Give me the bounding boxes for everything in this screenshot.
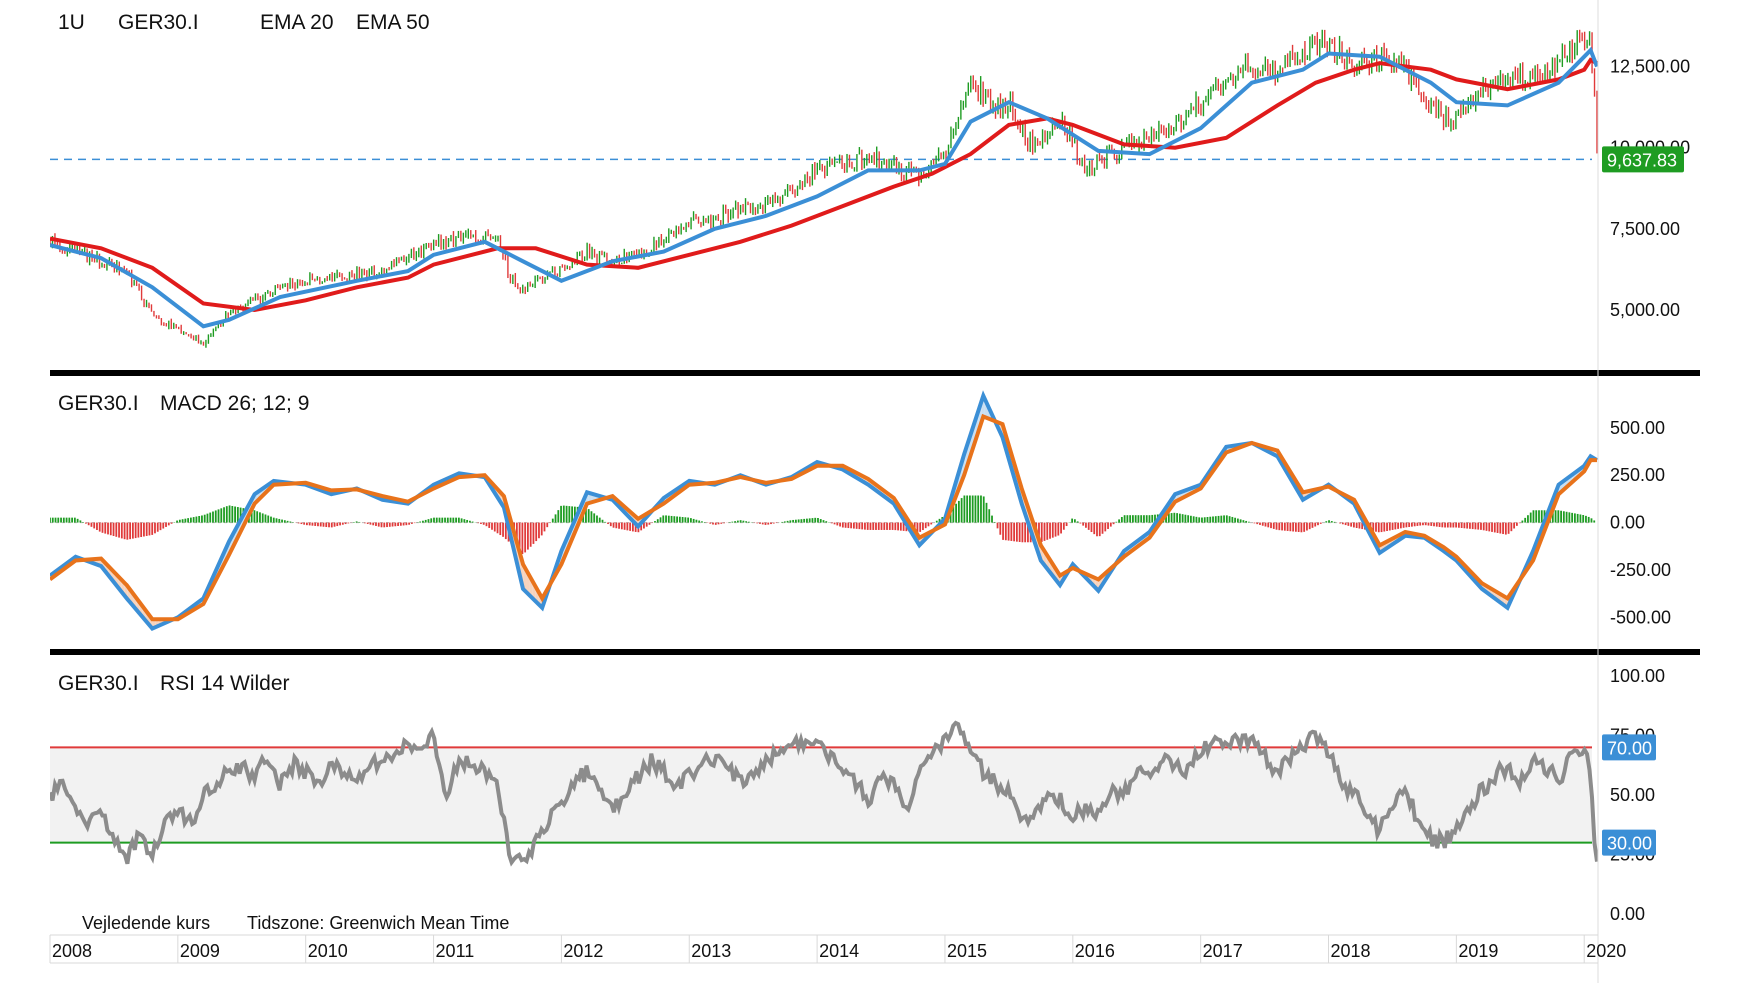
macd-histogram	[50, 495, 1596, 554]
macd-indicator-label[interactable]: MACD 26; 12; 9	[160, 392, 309, 415]
time-axis[interactable]: 2008 2009 2010 2011 2012 2013 2014 2015 2016 2017…	[49, 935, 1626, 963]
timezone-note: Tidszone: Greenwich Mean Time	[247, 913, 509, 933]
macd-y-axis: 500.00 250.00 0.00 -250.00 -500.00	[1610, 418, 1671, 627]
rsi-tick-label: 50.00	[1610, 785, 1655, 805]
macd-panel[interactable]: 500.00 250.00 0.00 -250.00 -500.00 GER30.I M…	[50, 390, 1671, 632]
time-axis-label: 2018	[1331, 941, 1371, 961]
rsi-lower-tag: 30.00	[1602, 829, 1656, 856]
rsi-symbol-label[interactable]: GER30.I	[58, 672, 139, 695]
macd-tick-label: 0.00	[1610, 513, 1645, 533]
time-axis-label: 2010	[308, 941, 348, 961]
rsi-lower-tag-box	[1602, 829, 1656, 856]
price-symbol-label[interactable]: GER30.I	[118, 11, 199, 34]
time-axis-label: 2017	[1203, 941, 1243, 961]
ema-20-line	[50, 46, 1598, 329]
timeframe-label[interactable]: 1U	[58, 11, 85, 34]
macd-signal-fill	[50, 398, 1597, 629]
time-axis-label: 2014	[819, 941, 859, 961]
time-axis-label: 2009	[180, 941, 220, 961]
time-axis-label: 2008	[52, 941, 92, 961]
rsi-lower-tag-text: 30.00	[1607, 834, 1652, 854]
rsi-indicator-label[interactable]: RSI 14 Wilder	[160, 672, 290, 695]
rsi-tick-label: 0.00	[1610, 904, 1645, 924]
macd-signal-line	[50, 413, 1597, 622]
time-axis-label: 2012	[563, 941, 603, 961]
rsi-upper-tag-text: 70.00	[1607, 738, 1652, 758]
ema-50-line	[50, 57, 1598, 313]
ema-20-legend[interactable]: EMA 20	[260, 11, 334, 34]
rsi-tick-label: 100.00	[1610, 666, 1665, 686]
macd-line	[50, 390, 1598, 632]
time-axis-label: 2013	[691, 941, 731, 961]
price-tick-label: 12,500.00	[1610, 56, 1690, 76]
time-axis-label: 2015	[947, 941, 987, 961]
price-type-note: Vejledende kurs	[82, 913, 210, 933]
price-tick-label: 5,000.00	[1610, 300, 1680, 320]
macd-tick-label: 500.00	[1610, 418, 1665, 438]
last-price-tag: 9,637.83	[1602, 146, 1684, 173]
last-price-tag-box	[1602, 146, 1684, 173]
macd-tick-label: -250.00	[1610, 560, 1671, 580]
ema-50-legend[interactable]: EMA 50	[356, 11, 430, 34]
last-price-tag-text: 9,637.83	[1607, 150, 1677, 170]
price-candles	[50, 29, 1598, 348]
rsi-line	[50, 720, 1598, 867]
macd-tick-label: 250.00	[1610, 465, 1665, 485]
price-tick-label: 7,500.00	[1610, 219, 1680, 239]
time-axis-label: 2020	[1586, 941, 1626, 961]
rsi-upper-tag-box	[1602, 734, 1656, 761]
rsi-upper-tag: 70.00	[1602, 734, 1656, 761]
rsi-band-fill	[50, 747, 1592, 843]
macd-symbol-label[interactable]: GER30.I	[58, 392, 139, 415]
macd-tick-label: -500.00	[1610, 607, 1671, 627]
time-axis-label: 2019	[1458, 941, 1498, 961]
time-axis-label: 2011	[436, 941, 475, 961]
time-axis-label: 2016	[1075, 941, 1115, 961]
